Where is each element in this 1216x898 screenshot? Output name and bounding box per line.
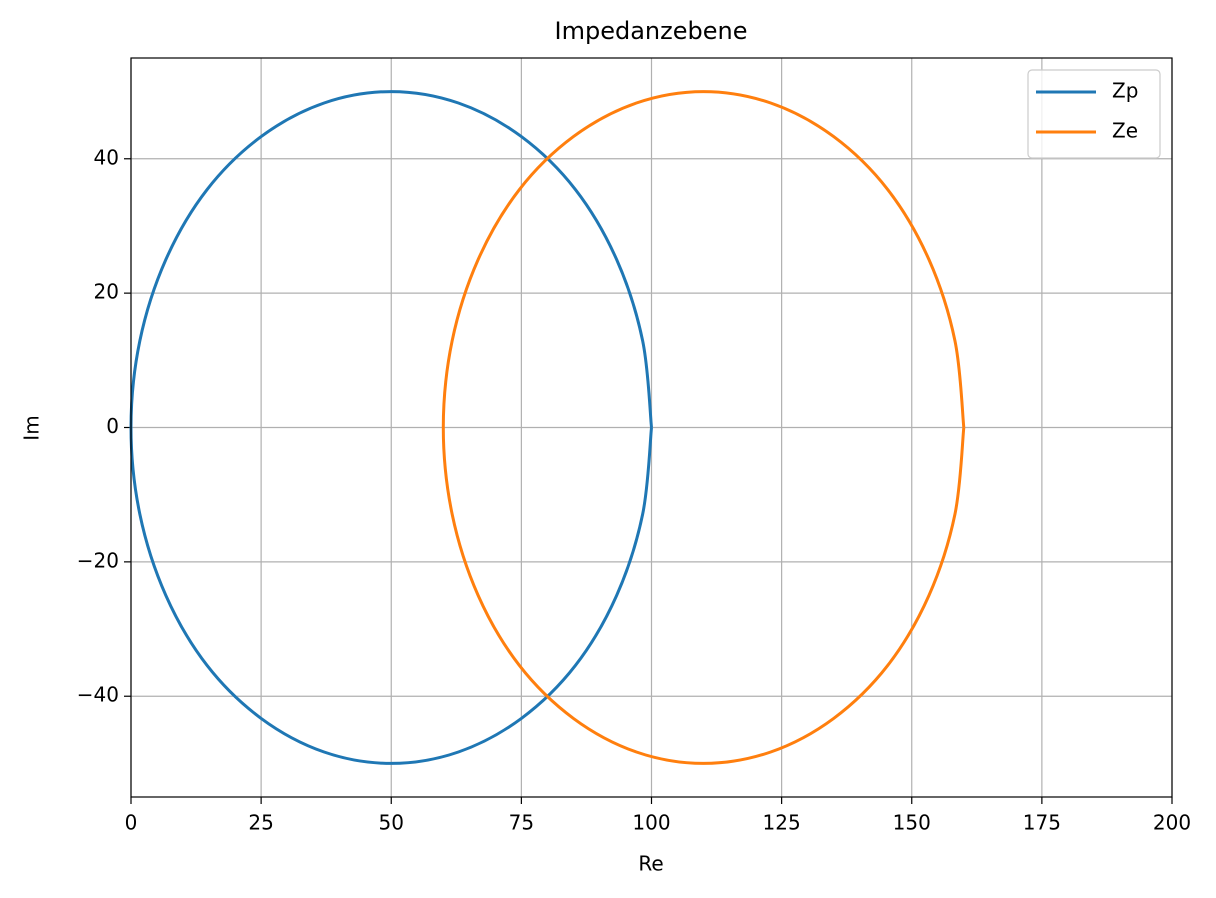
legend-label: Ze [1112, 119, 1138, 143]
x-tick-label: 200 [1153, 811, 1191, 835]
x-tick-label: 25 [248, 811, 273, 835]
y-tick-label: −40 [77, 683, 119, 707]
y-tick-label: 0 [106, 414, 119, 438]
chart-title: Impedanzebene [555, 17, 748, 45]
x-tick-label: 50 [379, 811, 404, 835]
x-tick-label: 125 [763, 811, 801, 835]
x-tick-label: 0 [125, 811, 138, 835]
legend-label: Zp [1112, 79, 1138, 103]
x-tick-label: 150 [893, 811, 931, 835]
line-series [441, 90, 966, 765]
y-axis-label: Im [20, 415, 44, 440]
x-tick-label: 175 [1023, 811, 1061, 835]
legend-box [1027, 69, 1161, 159]
x-tick-label: 75 [509, 811, 534, 835]
y-tick-label: 40 [94, 145, 119, 169]
y-tick-label: 20 [94, 280, 119, 304]
x-axis-label: Re [638, 852, 663, 876]
y-tick-label: −20 [77, 548, 119, 572]
x-tick-label: 100 [632, 811, 670, 835]
plot-frame [130, 57, 1173, 798]
legend: Zp Ze [1027, 69, 1161, 159]
